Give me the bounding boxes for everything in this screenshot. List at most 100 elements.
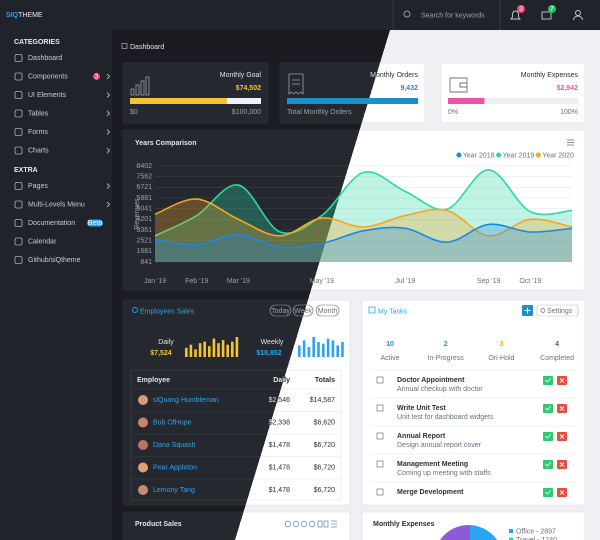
task-done-button[interactable]: [543, 404, 553, 413]
period-button[interactable]: [292, 304, 314, 317]
task-done-button[interactable]: [543, 432, 553, 441]
toolbar-icon[interactable]: [292, 520, 300, 528]
menu-item[interactable]: Github/siQtheme: [28, 257, 81, 264]
search-input[interactable]: Search for keywords: [421, 12, 485, 19]
user-icon-body: [573, 15, 583, 21]
bell-icon[interactable]: [510, 10, 521, 20]
menu-item[interactable]: UI Elements: [28, 92, 67, 99]
mini-bar: [298, 345, 301, 357]
progress-bar: [287, 98, 418, 104]
stat-title: Monthly Orders: [370, 72, 418, 79]
settings-button[interactable]: [536, 304, 579, 317]
area-fill: [155, 224, 572, 262]
card: [122, 129, 586, 291]
menu-item[interactable]: Multi-Levels Menu: [28, 201, 85, 208]
x-tick-label: Feb '19: [185, 278, 208, 285]
toolbar-icon[interactable]: [300, 520, 308, 528]
avatar: [138, 440, 148, 450]
task-checkbox[interactable]: [376, 432, 384, 440]
user-icon[interactable]: [575, 10, 581, 16]
check-icon: [545, 378, 551, 383]
task-description: Design annual report cover: [397, 442, 482, 449]
task-title: Merge Development: [397, 489, 464, 496]
employee-total: $6,720: [314, 442, 336, 449]
menu-icon: [14, 219, 23, 227]
task-title: Annual Report: [397, 433, 446, 440]
x-tick-label: May '19: [310, 278, 334, 285]
notification-badge: [517, 5, 525, 13]
employee-name[interactable]: Bob OfHope: [153, 419, 192, 426]
task-checkbox[interactable]: [376, 404, 384, 412]
daily-label: Daily: [158, 339, 174, 346]
menu-badge: [93, 73, 100, 80]
stat-value: $2,942: [557, 85, 579, 92]
employee-daily: $1,478: [269, 487, 291, 494]
y-tick-label: 8402: [136, 163, 152, 170]
logo-part: THEME: [18, 12, 43, 19]
mini-bar: [302, 340, 306, 357]
task-done-button[interactable]: [543, 376, 553, 385]
task-done-button[interactable]: [543, 488, 553, 497]
employees-icon: [132, 307, 138, 313]
x-tick-label: Jul '19: [395, 278, 415, 285]
employee-daily: $2,546: [269, 397, 291, 404]
employee-name[interactable]: Lemony Tang: [153, 487, 195, 494]
mini-bar: [317, 342, 320, 357]
legend-marker: [535, 152, 541, 158]
menu-icon: [14, 237, 23, 246]
y-tick-label: 1681: [136, 248, 152, 255]
task-count-label: On-Hold: [488, 355, 514, 362]
mini-bar: [341, 342, 344, 357]
menu-item[interactable]: Pages: [28, 183, 48, 190]
mail-icon[interactable]: [541, 11, 552, 20]
task-title: Doctor Appointment: [397, 377, 465, 384]
stat-icon: [449, 77, 468, 93]
employee-name[interactable]: siQuang Humbleman: [153, 397, 219, 404]
menu-item[interactable]: Charts: [28, 147, 49, 154]
stat-icon: [288, 73, 304, 95]
mini-bar: [189, 344, 193, 357]
task-checkbox[interactable]: [376, 488, 384, 496]
toolbar-icon[interactable]: [308, 520, 316, 528]
task-count: 4: [555, 341, 559, 348]
menu-item[interactable]: Dashboard: [28, 55, 62, 62]
sidebar-section-title: EXTRA: [14, 167, 38, 174]
card-title: My Tasks: [378, 308, 408, 315]
breadcrumb[interactable]: Dashboard: [130, 44, 164, 51]
menu-icon: [14, 128, 23, 136]
menu-item[interactable]: Documentation: [28, 220, 75, 227]
card-title: Product Sales: [135, 521, 182, 528]
employee-total: $6,720: [314, 464, 336, 471]
progress-min: 0%: [448, 109, 458, 116]
menu-item[interactable]: Calendar: [28, 238, 57, 245]
menu-item[interactable]: Tables: [28, 110, 49, 117]
menu-badge-text: 3: [95, 74, 99, 81]
period-button-label: Month: [318, 308, 338, 315]
sidebar-section-title: CATEGORIES: [14, 39, 60, 46]
mini-bar: [212, 338, 216, 357]
task-checkbox[interactable]: [376, 376, 384, 384]
pie-slice: [470, 525, 498, 540]
period-button[interactable]: [315, 304, 340, 317]
menu-badge: [87, 219, 103, 227]
card-title: Monthly Expenses: [373, 521, 435, 528]
table-header: Employee: [137, 377, 170, 384]
menu-item[interactable]: Components: [28, 73, 68, 80]
task-count-label: Completed: [540, 355, 574, 362]
mini-bar: [235, 337, 239, 357]
employee-name[interactable]: Dana Squash: [153, 442, 196, 449]
menu-item[interactable]: Forms: [28, 129, 48, 136]
pie-slice: [440, 524, 470, 540]
logo-part: SIQ: [6, 12, 19, 19]
toolbar-icon[interactable]: [284, 520, 292, 528]
task-done-button[interactable]: [543, 460, 553, 469]
employee-name[interactable]: Pear Appleton: [153, 464, 197, 471]
period-button[interactable]: [269, 304, 292, 317]
employee-total: $6,720: [314, 487, 336, 494]
delete-icon: [559, 406, 565, 411]
task-checkbox[interactable]: [376, 460, 384, 468]
sidebar: [0, 0, 112, 540]
table-frame: [130, 369, 342, 501]
progress-bar: [448, 98, 485, 104]
y-tick-label: 5881: [136, 195, 152, 202]
